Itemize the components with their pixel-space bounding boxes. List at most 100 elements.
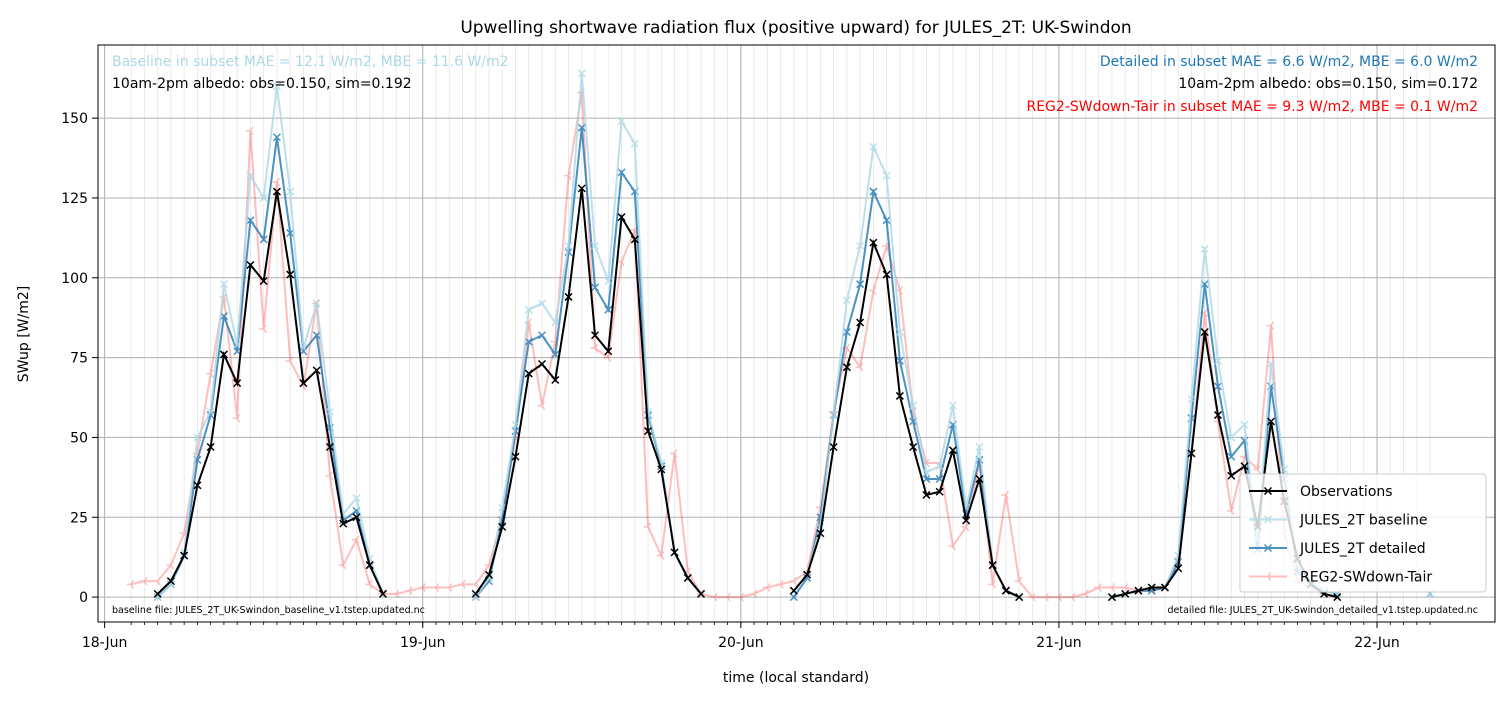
data-point: [444, 583, 453, 592]
legend-entry: [1249, 486, 1287, 496]
data-point: [259, 235, 268, 244]
data-point: [656, 551, 665, 560]
data-point: [299, 343, 308, 353]
data-point: [1107, 583, 1116, 592]
data-point: [1107, 593, 1116, 602]
data-point: [630, 139, 639, 148]
data-point: [829, 442, 838, 452]
data-point: [869, 238, 878, 247]
data-point: [1253, 464, 1261, 474]
data-point: [577, 123, 586, 132]
data-point: [988, 561, 997, 570]
annotation: Baseline in subset MAE = 12.1 W/m2, MBE …: [112, 54, 509, 70]
data-point: [1174, 564, 1183, 573]
data-point: [895, 356, 904, 365]
data-point: [1121, 589, 1130, 598]
data-point: [219, 280, 228, 289]
data-point: [617, 117, 626, 126]
data-point: [1227, 433, 1236, 442]
x-tick-label: 19-Jun: [400, 635, 446, 651]
data-point: [895, 328, 904, 337]
chart-title: Upwelling shortwave radiation flux (posi…: [460, 18, 1131, 38]
data-point: [418, 583, 426, 592]
data-point: [1240, 462, 1249, 471]
y-tick-label: 100: [61, 271, 88, 287]
data-point: [1054, 592, 1063, 602]
legend-label: REG2-SWdown-Tair: [1300, 570, 1432, 586]
data-point: [524, 337, 533, 346]
data-point: [206, 369, 214, 378]
data-point: [312, 299, 321, 308]
data-point: [537, 359, 547, 369]
data-point: [591, 241, 600, 250]
data-point: [882, 270, 891, 279]
data-point: [1333, 593, 1342, 602]
data-point: [789, 586, 798, 595]
data-point: [511, 452, 520, 461]
annotation: Detailed in subset MAE = 6.6 W/m2, MBE =…: [1100, 54, 1478, 70]
series-line: [156, 191, 384, 595]
data-point: [604, 305, 613, 314]
data-point: [484, 573, 494, 582]
data-point: [245, 126, 254, 136]
data-point: [511, 420, 520, 429]
data-point: [829, 411, 838, 420]
data-point: [697, 589, 706, 598]
data-point: [312, 331, 321, 340]
data-point: [630, 235, 639, 244]
data-point: [1213, 382, 1223, 391]
legend-label: Observations: [1300, 484, 1393, 500]
x-axis-label: time (local standard): [723, 670, 869, 686]
data-point: [1266, 321, 1275, 331]
data-point: [856, 318, 865, 327]
data-point: [365, 561, 374, 570]
data-point: [180, 551, 189, 560]
data-point: [537, 401, 546, 410]
data-point: [537, 331, 547, 340]
data-point: [882, 216, 891, 225]
data-point: [1147, 583, 1156, 592]
data-point: [1014, 576, 1023, 586]
data-point: [153, 589, 162, 598]
data-point: [564, 241, 573, 250]
data-point: [909, 401, 918, 410]
series-line: [793, 188, 1020, 598]
data-point: [604, 276, 613, 286]
data-point: [644, 427, 653, 436]
data-point: [259, 193, 268, 202]
data-point: [352, 494, 361, 503]
data-point: [617, 213, 626, 222]
series: [153, 184, 1342, 602]
data-point: [1001, 586, 1010, 595]
data-point: [219, 350, 228, 359]
x-tick-label: 21-Jun: [1036, 635, 1082, 651]
data-point: [299, 379, 308, 388]
series-line: [156, 137, 384, 598]
data-point: [299, 347, 308, 356]
data-point: [431, 583, 440, 592]
data-point: [803, 570, 812, 579]
legend-entry: [1249, 572, 1287, 581]
data-point: [975, 474, 984, 483]
plot-frame: [97, 44, 1496, 623]
data-point: [312, 366, 321, 375]
data-point: [551, 350, 560, 359]
data-point: [246, 260, 255, 270]
data-point: [564, 292, 573, 301]
data-point: [564, 171, 572, 180]
data-point: [1015, 593, 1024, 602]
annotation: REG2-SWdown-Tair in subset MAE = 9.3 W/m…: [1026, 99, 1478, 115]
data-point: [1213, 356, 1223, 365]
data-point: [590, 343, 599, 353]
data-point: [193, 433, 202, 442]
legend-entry: [1249, 543, 1287, 553]
data-point: [988, 579, 996, 589]
data-point: [1280, 465, 1289, 474]
data-point: [524, 369, 533, 378]
data-point: [233, 379, 242, 388]
data-point: [1200, 245, 1209, 254]
data-point: [325, 471, 334, 481]
data-point: [1041, 592, 1049, 602]
data-point: [816, 529, 825, 538]
